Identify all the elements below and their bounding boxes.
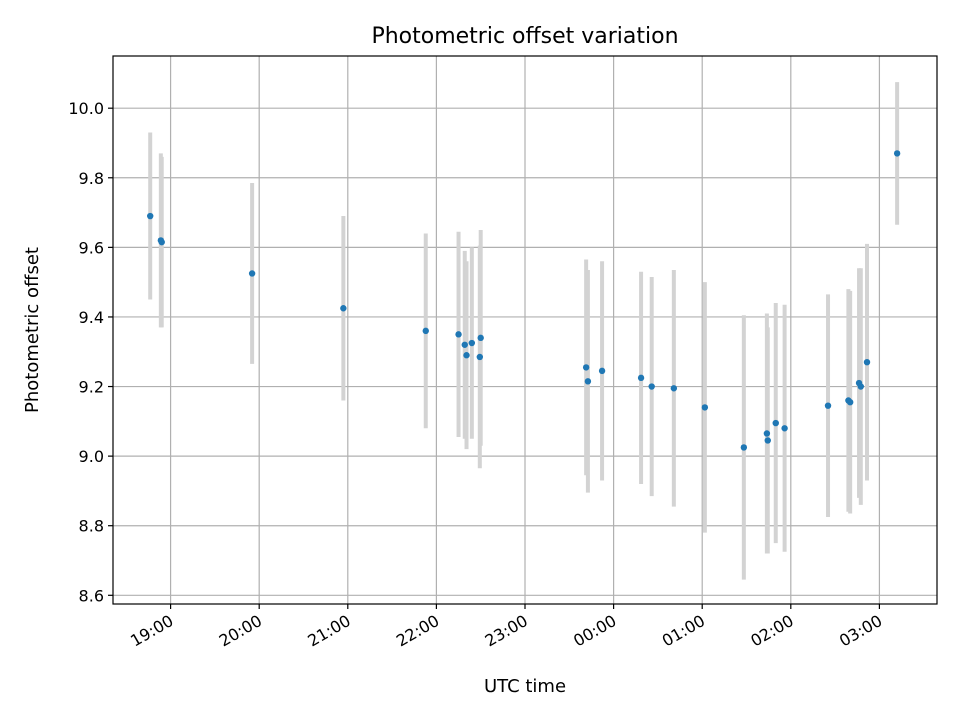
data-point <box>637 374 645 382</box>
data-point <box>772 419 779 427</box>
y-tick-label: 8.6 <box>79 586 104 605</box>
data-point <box>461 341 468 348</box>
data-point <box>764 437 771 444</box>
data-point <box>468 339 476 347</box>
y-tick-label: 9.8 <box>79 169 104 188</box>
data-point <box>340 305 347 312</box>
data-point <box>584 378 592 385</box>
data-point <box>824 402 832 409</box>
data-point <box>670 385 678 392</box>
data-point <box>648 383 655 390</box>
data-point <box>147 212 154 220</box>
grid-lines <box>113 56 937 604</box>
data-point <box>846 398 854 406</box>
data-point <box>857 383 865 390</box>
data-points <box>147 150 901 451</box>
y-tick-label: 9.6 <box>79 238 104 257</box>
y-tick-label: 9.2 <box>79 378 104 397</box>
axis-ticks: 19:00 20:00 21:00 22:00 23:00 00:00 01:00 02:00… <box>68 99 885 650</box>
y-tick-label: 9.0 <box>79 447 104 466</box>
data-point <box>455 331 462 338</box>
y-tick-label: 9.4 <box>79 308 104 327</box>
y-tick-label: 10.0 <box>68 99 104 118</box>
data-point <box>476 353 484 361</box>
data-point <box>582 364 590 371</box>
data-point <box>248 270 256 277</box>
data-point <box>701 404 709 411</box>
data-point <box>781 425 788 432</box>
y-tick-label: 8.8 <box>79 517 104 536</box>
data-point <box>893 150 901 157</box>
data-point <box>598 367 606 375</box>
chart-title: Photometric offset variation <box>371 24 678 49</box>
data-point <box>158 238 165 246</box>
y-axis-label: Photometric offset <box>22 247 43 413</box>
data-point <box>740 444 748 451</box>
x-axis-label: UTC time <box>484 676 566 697</box>
data-point <box>463 352 470 359</box>
data-point <box>422 327 429 335</box>
data-point <box>763 430 771 437</box>
data-point <box>863 358 871 366</box>
data-point <box>477 334 484 342</box>
